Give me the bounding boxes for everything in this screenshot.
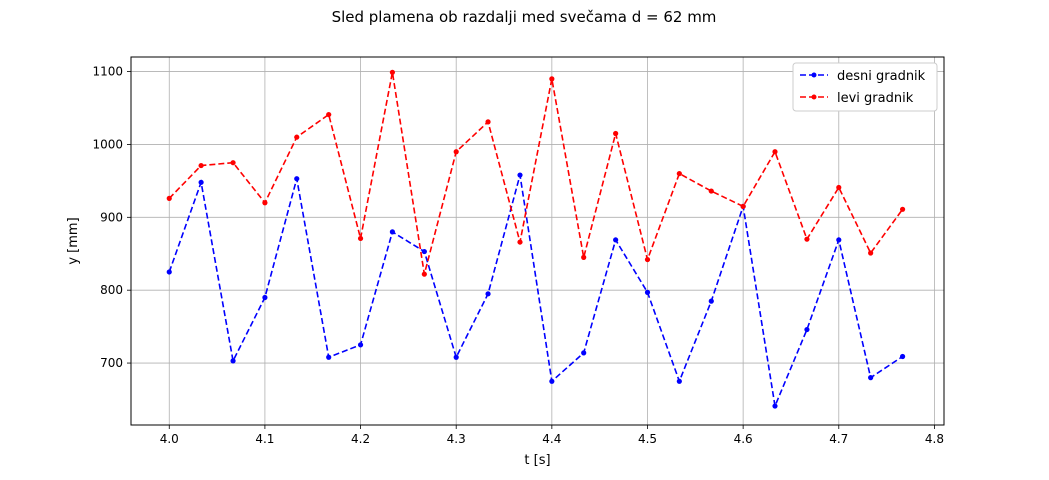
legend-label-series-1: desni gradnik — [837, 69, 926, 84]
data-point-series-2 — [517, 239, 523, 245]
data-point-series-2 — [230, 160, 236, 166]
data-point-series-1 — [389, 229, 396, 235]
data-point-series-2 — [294, 134, 300, 140]
x-tick-label: 4.8 — [925, 432, 944, 446]
x-axis-ticks: 4.0 4.1 4.2 4.3 4.4 4.5 4.6 4.7 4.8 — [160, 425, 944, 446]
y-axis-ticks: 700 800 900 1000 1100 — [92, 65, 131, 370]
data-point-series-2 — [549, 76, 555, 82]
legend-label-series-2: levi gradnik — [837, 91, 914, 106]
x-tick-label: 4.5 — [638, 432, 657, 446]
legend-box — [792, 62, 938, 112]
data-point-series-2 — [804, 236, 810, 242]
y-tick-label: 900 — [100, 210, 123, 224]
data-point-series-2 — [198, 162, 204, 169]
data-point-series-1 — [899, 353, 906, 360]
data-point-series-1 — [644, 289, 651, 295]
plot-frame — [130, 56, 945, 426]
data-point-series-1 — [166, 269, 172, 275]
grid — [131, 57, 944, 425]
chart-title: Sled plamena ob razdalji med svečama d =… — [332, 8, 717, 26]
data-point-series-2 — [453, 149, 459, 155]
data-point-series-2 — [485, 119, 491, 125]
data-point-series-2 — [772, 149, 778, 155]
data-point-series-2 — [868, 250, 874, 256]
x-tick-label: 4.2 — [351, 432, 370, 446]
x-tick-label: 4.4 — [542, 432, 561, 446]
data-point-series-1 — [453, 354, 459, 360]
y-tick-label: 700 — [100, 356, 123, 370]
data-point-series-2 — [166, 195, 172, 201]
data-point-series-1 — [198, 179, 204, 185]
data-point-series-2 — [708, 188, 714, 194]
data-point-series-2 — [389, 69, 396, 75]
data-point-series-2 — [740, 203, 746, 209]
data-point-series-2 — [899, 206, 906, 212]
data-point-series-2 — [357, 235, 364, 242]
series-line-1 — [168, 174, 904, 409]
data-point-series-1 — [708, 298, 714, 304]
data-point-series-2 — [676, 170, 682, 177]
data-point-series-1 — [868, 375, 874, 381]
data-point-series-1 — [804, 326, 810, 333]
legend-marker-series-2 — [811, 94, 817, 100]
y-tick-label: 800 — [100, 283, 123, 297]
data-point-series-1 — [294, 176, 300, 182]
legend-marker-series-1 — [811, 72, 817, 78]
x-tick-label: 4.7 — [829, 432, 848, 446]
data-point-series-2 — [644, 256, 651, 263]
data-point-series-1 — [549, 378, 555, 384]
data-point-series-1 — [262, 294, 268, 301]
x-tick-label: 4.3 — [447, 432, 466, 446]
data-point-series-1 — [581, 350, 587, 356]
data-point-series-1 — [613, 237, 619, 243]
y-tick-label: 1000 — [92, 137, 123, 151]
data-point-series-1 — [326, 354, 332, 360]
series-layer — [166, 69, 906, 409]
data-point-series-1 — [421, 248, 427, 255]
y-axis-label: y [mm] — [66, 217, 81, 264]
data-point-series-1 — [772, 403, 778, 409]
series-line-2 — [168, 72, 904, 275]
x-tick-label: 4.6 — [734, 432, 753, 446]
x-tick-label: 4.0 — [160, 432, 179, 446]
x-axis-label: t [s] — [524, 453, 550, 468]
x-tick-label: 4.1 — [255, 432, 274, 446]
data-point-series-2 — [326, 111, 332, 118]
data-point-series-2 — [836, 184, 842, 191]
y-tick-label: 1100 — [92, 65, 123, 79]
legend: desni gradnik levi gradnik — [792, 62, 938, 112]
data-point-series-1 — [836, 237, 842, 243]
data-point-series-1 — [230, 358, 236, 364]
data-point-series-2 — [262, 200, 268, 206]
data-point-series-1 — [357, 342, 364, 348]
data-point-series-2 — [613, 130, 619, 137]
data-point-series-1 — [676, 378, 682, 384]
data-point-series-2 — [421, 271, 427, 277]
data-point-series-2 — [581, 254, 587, 260]
data-point-series-1 — [517, 172, 523, 178]
data-point-series-1 — [485, 291, 491, 297]
